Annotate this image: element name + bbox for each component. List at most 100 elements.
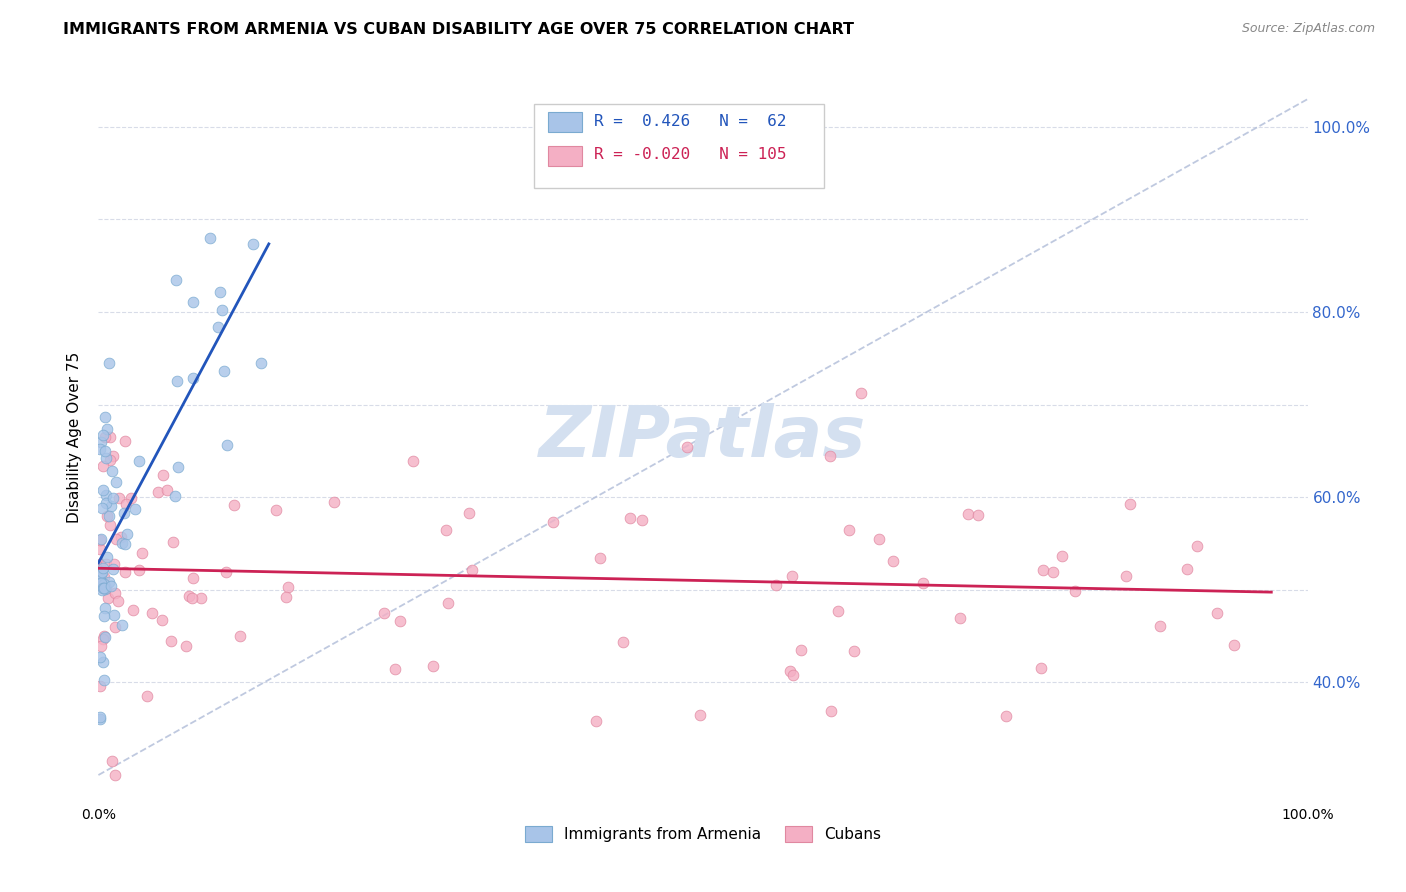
Point <box>585 714 607 728</box>
Point <box>96 422 118 436</box>
Point <box>89 533 111 547</box>
Point <box>94 430 117 444</box>
Point <box>91 632 114 647</box>
Point <box>94 488 117 502</box>
Point <box>181 571 204 585</box>
Point <box>98 575 121 590</box>
Legend: Immigrants from Armenia, Cubans: Immigrants from Armenia, Cubans <box>517 818 889 850</box>
Point <box>101 491 124 506</box>
Point <box>98 517 121 532</box>
Point <box>94 582 117 597</box>
Point <box>148 485 170 500</box>
Point <box>141 606 163 620</box>
Point <box>94 581 117 595</box>
Point <box>631 513 654 527</box>
Point <box>1119 497 1142 511</box>
Point <box>790 643 813 657</box>
Point <box>612 634 634 648</box>
Point <box>208 285 231 299</box>
Point <box>89 561 111 575</box>
Point <box>91 483 114 498</box>
Point <box>765 578 787 592</box>
Point <box>1064 584 1087 599</box>
Point <box>1185 539 1208 553</box>
Point <box>264 503 287 517</box>
Point <box>160 633 183 648</box>
Point <box>249 356 271 370</box>
Point <box>242 237 264 252</box>
Point <box>101 562 124 576</box>
Point <box>101 449 124 463</box>
FancyBboxPatch shape <box>548 112 582 132</box>
Text: R = -0.020   N = 105: R = -0.020 N = 105 <box>595 146 787 161</box>
Point <box>589 551 612 566</box>
Point <box>115 498 138 512</box>
Point <box>461 563 484 577</box>
Point <box>912 575 935 590</box>
Point <box>276 590 298 604</box>
Point <box>114 566 136 580</box>
Point <box>89 649 111 664</box>
Point <box>211 302 233 317</box>
Point <box>107 491 129 505</box>
Point <box>90 532 112 546</box>
Point <box>422 659 444 673</box>
Point <box>89 573 111 587</box>
Point <box>1042 565 1064 579</box>
Point <box>827 604 849 618</box>
Point <box>89 557 111 571</box>
Point <box>994 709 1017 723</box>
Point <box>114 537 136 551</box>
Point <box>94 601 117 615</box>
Point <box>91 561 114 575</box>
Point <box>90 639 112 653</box>
Point <box>94 450 117 465</box>
Point <box>94 409 117 424</box>
Point <box>541 515 564 529</box>
Point <box>93 570 115 584</box>
Point <box>782 668 804 682</box>
Point <box>131 546 153 560</box>
Point <box>967 508 990 523</box>
Point <box>91 581 114 595</box>
Point <box>181 295 204 310</box>
Point <box>89 710 111 724</box>
Point <box>957 508 980 522</box>
Y-axis label: Disability Age Over 75: Disability Age Over 75 <box>67 351 83 523</box>
Point <box>91 500 114 515</box>
Point <box>93 609 115 624</box>
Point <box>101 464 124 478</box>
Text: IMMIGRANTS FROM ARMENIA VS CUBAN DISABILITY AGE OVER 75 CORRELATION CHART: IMMIGRANTS FROM ARMENIA VS CUBAN DISABIL… <box>63 22 855 37</box>
Point <box>135 689 157 703</box>
Point <box>179 589 201 603</box>
Point <box>215 438 238 452</box>
Point <box>388 614 411 628</box>
Point <box>882 553 904 567</box>
Point <box>166 460 188 475</box>
Point <box>93 630 115 644</box>
Point <box>100 430 122 444</box>
Point <box>96 508 118 523</box>
Point <box>121 603 143 617</box>
Point <box>457 506 479 520</box>
Point <box>373 607 395 621</box>
Point <box>89 573 111 587</box>
Point <box>104 586 127 600</box>
Point <box>152 468 174 483</box>
Point <box>96 557 118 571</box>
Point <box>1031 661 1053 675</box>
Point <box>91 428 114 442</box>
Point <box>107 594 129 608</box>
Point <box>111 536 134 550</box>
Point <box>779 664 801 678</box>
Point <box>105 475 128 489</box>
Point <box>174 640 197 654</box>
Point <box>101 754 124 768</box>
Point <box>200 231 222 245</box>
Point <box>156 483 179 497</box>
Point <box>128 454 150 468</box>
Point <box>98 509 121 524</box>
Point <box>384 662 406 676</box>
Point <box>124 501 146 516</box>
Point <box>110 530 132 544</box>
